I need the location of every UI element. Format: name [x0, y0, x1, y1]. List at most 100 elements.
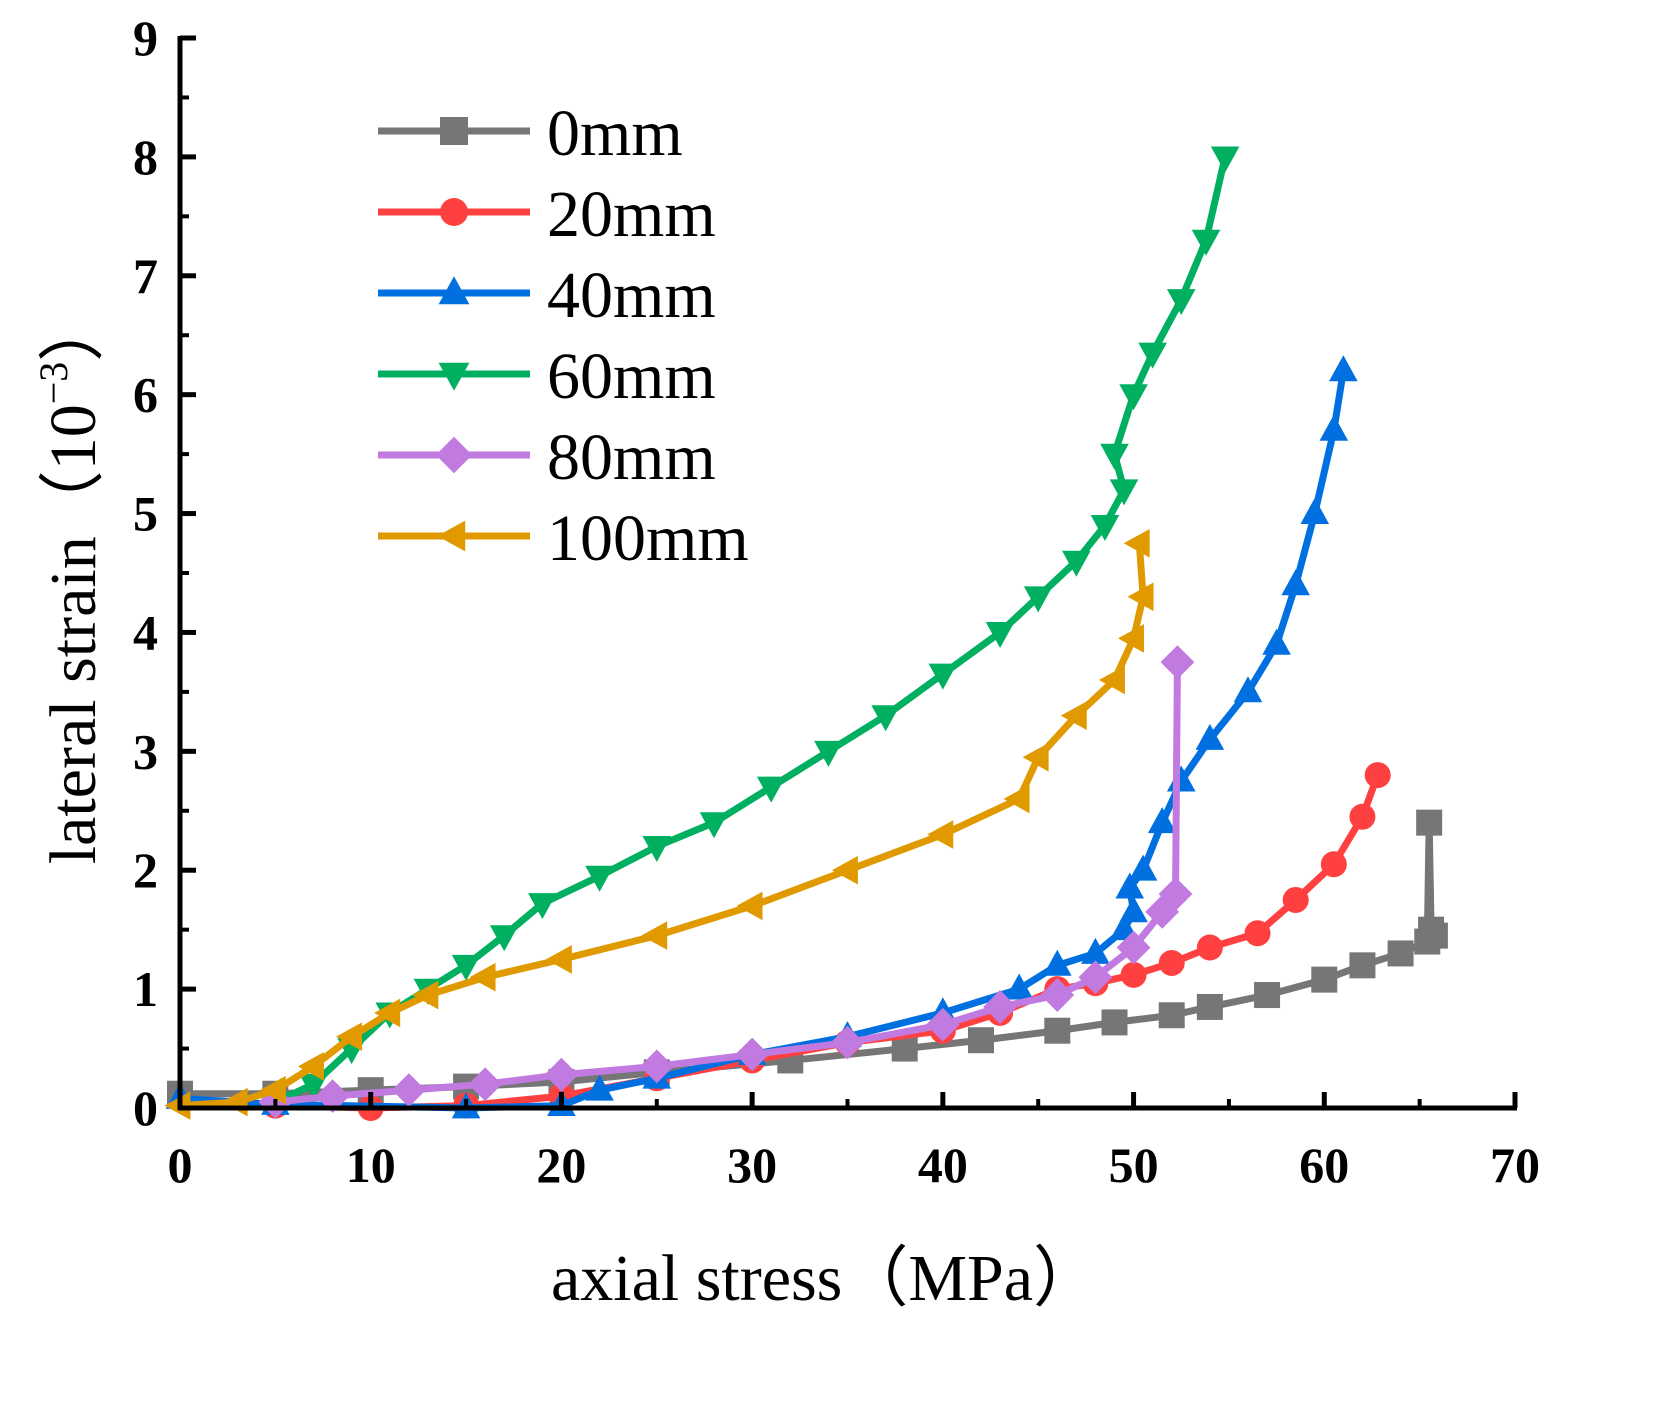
- square-marker: [440, 117, 468, 145]
- triangle-left-marker: [259, 1075, 286, 1105]
- diamond-marker: [1116, 930, 1151, 965]
- circle-marker: [440, 198, 468, 226]
- legend-item: 100mm: [378, 502, 749, 575]
- series-100mm: [164, 528, 1154, 1120]
- triangle-up-marker: [585, 1074, 614, 1101]
- triangle-up-marker: [1319, 414, 1349, 441]
- square-marker: [1158, 1002, 1185, 1029]
- y-tick-label: 4: [133, 604, 158, 660]
- triangle-down-marker: [1119, 384, 1148, 411]
- triangle-up-marker: [1128, 854, 1158, 881]
- square-marker: [1349, 952, 1376, 979]
- triangle-left-marker: [736, 891, 763, 921]
- triangle-up-marker: [438, 276, 470, 305]
- triangle-down-marker: [1100, 443, 1129, 470]
- legend-label: 60mm: [547, 340, 716, 413]
- circle-marker: [1282, 886, 1309, 913]
- x-tick-label: 70: [1490, 1137, 1540, 1193]
- series-0mm: [167, 809, 1448, 1107]
- legend-item: 40mm: [378, 259, 716, 332]
- circle-marker: [1349, 803, 1376, 830]
- diamond-marker: [1145, 894, 1180, 929]
- triangle-left-marker: [831, 855, 858, 885]
- circle-marker: [1364, 762, 1391, 789]
- triangle-left-marker: [1127, 582, 1154, 612]
- diamond-marker: [468, 1067, 503, 1102]
- triangle-down-marker: [642, 836, 672, 863]
- triangle-left-marker: [164, 1091, 191, 1120]
- diamond-marker: [983, 990, 1017, 1024]
- square-marker: [1416, 809, 1443, 836]
- circle-marker: [1196, 934, 1223, 961]
- circle-marker: [1120, 961, 1147, 988]
- legend-label: 0mm: [547, 97, 683, 170]
- y-axis-label-main: lateral strain（10: [37, 404, 110, 864]
- triangle-down-marker: [489, 925, 519, 952]
- x-axis-label: axial stress（MPa）: [551, 1242, 1099, 1315]
- diamond-marker: [435, 436, 473, 474]
- triangle-up-marker: [1147, 807, 1177, 834]
- legend-label: 20mm: [547, 178, 716, 251]
- triangle-down-marker: [1138, 342, 1167, 369]
- triangle-down-marker: [528, 893, 557, 920]
- legend-label: 80mm: [547, 421, 716, 494]
- triangle-up-marker: [1262, 628, 1291, 655]
- axes: [177, 36, 1517, 1111]
- circle-marker: [1320, 851, 1347, 878]
- triangle-left-marker: [1117, 624, 1144, 653]
- x-tick-label: 10: [346, 1137, 396, 1193]
- triangle-left-marker: [1123, 528, 1150, 558]
- diamond-marker: [1158, 877, 1193, 911]
- triangle-left-marker: [374, 998, 401, 1028]
- diamond-marker: [544, 1057, 579, 1092]
- triangle-left-marker: [641, 921, 668, 950]
- diamond-marker: [830, 1025, 865, 1060]
- triangle-left-marker: [545, 945, 572, 974]
- triangle-up-marker: [1004, 973, 1034, 1000]
- diamond-marker: [391, 1073, 426, 1108]
- diamond-marker: [1078, 960, 1113, 995]
- triangle-down-marker: [1210, 146, 1240, 173]
- y-tick-label: 1: [133, 961, 158, 1017]
- series-20mm: [262, 762, 1391, 1121]
- legend: 0mm 20mm 40mm 60mm 80mm 100mm: [378, 97, 749, 575]
- x-tick-label: 40: [918, 1137, 968, 1193]
- triangle-down-marker: [985, 622, 1015, 649]
- diamond-marker: [735, 1037, 770, 1072]
- x-tick-label: 60: [1299, 1137, 1349, 1193]
- y-axis-label-close: ）: [37, 296, 110, 362]
- legend-item: 20mm: [378, 178, 716, 251]
- triangle-up-marker: [1300, 497, 1330, 524]
- triangle-up-marker: [1081, 937, 1110, 964]
- legend-item: 80mm: [378, 421, 716, 494]
- triangle-down-marker: [438, 362, 470, 391]
- y-tick-label: 5: [133, 486, 158, 542]
- legend-item: 0mm: [378, 97, 683, 170]
- triangle-left-marker: [1022, 742, 1049, 772]
- triangle-down-marker: [1090, 515, 1120, 542]
- diamond-marker: [1040, 978, 1075, 1012]
- y-tick-label: 7: [133, 248, 158, 304]
- triangle-down-marker: [814, 740, 843, 767]
- triangle-down-marker: [756, 776, 786, 803]
- series-80mm: [258, 645, 1195, 1119]
- triangle-up-marker: [1115, 872, 1145, 899]
- triangle-down-marker: [1109, 479, 1139, 506]
- diamond-marker: [315, 1079, 350, 1114]
- square-marker: [1311, 966, 1338, 993]
- triangle-left-marker: [412, 980, 439, 1010]
- circle-marker: [1158, 949, 1185, 976]
- x-tick-label: 0: [168, 1137, 193, 1193]
- y-tick-label: 9: [133, 10, 158, 66]
- y-tick-label: 8: [133, 129, 158, 185]
- triangle-up-marker: [1195, 723, 1225, 750]
- triangle-down-marker: [699, 812, 729, 839]
- triangle-up-marker: [1281, 569, 1310, 596]
- x-tick-label: 30: [727, 1137, 777, 1193]
- square-marker: [1254, 982, 1281, 1009]
- triangle-left-marker: [336, 1022, 363, 1051]
- circle-marker: [1244, 920, 1271, 947]
- legend-label: 100mm: [547, 502, 749, 575]
- triangle-down-marker: [928, 663, 958, 690]
